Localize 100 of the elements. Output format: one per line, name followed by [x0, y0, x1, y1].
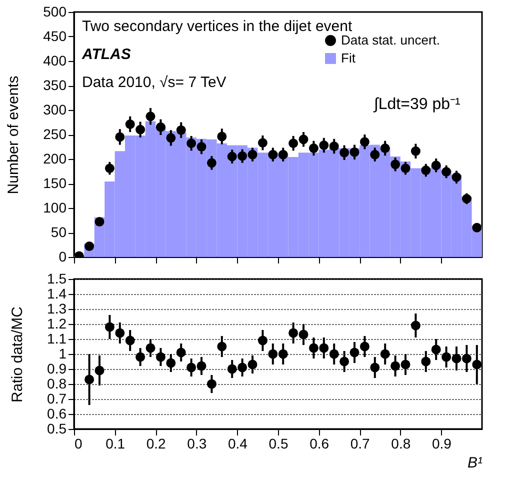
point	[166, 133, 176, 143]
point	[360, 137, 370, 147]
point	[268, 349, 278, 359]
point	[268, 150, 278, 160]
y-tick-label: 1	[58, 346, 67, 362]
point	[329, 142, 339, 151]
point	[370, 150, 380, 160]
point	[319, 140, 329, 150]
y-axis-title: Number of events	[5, 76, 22, 194]
point	[370, 362, 380, 372]
point	[410, 320, 420, 330]
x-tick-label: 0.8	[391, 436, 411, 452]
y-tick-label: 450	[43, 28, 67, 44]
point	[350, 348, 360, 358]
point	[115, 132, 125, 142]
point	[156, 122, 166, 132]
x-tick-label: 0	[74, 436, 82, 452]
y-axis-title: Ratio data/MC	[9, 306, 26, 402]
annotation: Data 2010, √s= 7 TeV	[82, 74, 226, 91]
point	[248, 360, 258, 370]
point	[380, 349, 390, 359]
point	[431, 160, 441, 170]
point	[166, 358, 176, 368]
point	[217, 132, 227, 142]
point	[298, 134, 308, 144]
y-tick-label: 0.7	[47, 390, 67, 406]
point	[94, 216, 104, 226]
point	[146, 112, 156, 122]
y-tick-label: 350	[43, 77, 67, 93]
y-tick-label: 500	[43, 4, 67, 20]
x-tick-label: 0.3	[187, 436, 207, 452]
x-tick-label: 0.6	[310, 436, 330, 452]
annotation: Two secondary vertices in the dijet event	[82, 18, 353, 35]
point	[196, 142, 206, 152]
point	[462, 354, 472, 364]
point	[390, 160, 400, 170]
point	[452, 172, 462, 182]
y-tick-label: 100	[43, 200, 67, 216]
point	[206, 158, 216, 168]
x-tick-label: 0.4	[228, 436, 248, 452]
y-tick-label: 250	[43, 126, 67, 142]
point	[146, 343, 156, 353]
point	[104, 164, 114, 174]
point	[350, 147, 360, 157]
point	[94, 366, 104, 376]
point	[156, 352, 166, 362]
point	[136, 352, 146, 362]
point	[115, 328, 125, 338]
point	[340, 148, 350, 158]
point	[400, 360, 410, 370]
annotation: ATLAS	[81, 46, 131, 63]
point	[298, 330, 308, 340]
x-axis-title: B¹	[468, 454, 483, 472]
point	[462, 194, 472, 204]
point	[248, 150, 258, 160]
point	[360, 342, 370, 352]
point	[472, 360, 482, 370]
point	[227, 364, 237, 374]
y-tick-label: 0.9	[47, 360, 67, 376]
point	[410, 146, 420, 156]
point	[258, 138, 268, 148]
point	[452, 354, 462, 364]
point	[278, 150, 288, 160]
y-tick-label: 300	[43, 102, 67, 118]
point	[288, 328, 298, 338]
y-tick-label: 400	[43, 52, 67, 68]
point	[84, 374, 94, 384]
point	[319, 343, 329, 353]
point	[227, 152, 237, 162]
point	[442, 167, 452, 176]
point	[390, 361, 400, 371]
point	[176, 348, 186, 358]
y-tick-label: 0	[58, 248, 67, 264]
point	[217, 342, 227, 352]
point	[238, 151, 248, 161]
x-tick-label: 0.2	[146, 436, 166, 452]
point	[125, 336, 135, 346]
x-tick-label: 0.5	[268, 436, 288, 452]
x-tick-label: 0.9	[432, 436, 452, 452]
point	[308, 343, 318, 353]
point	[258, 336, 268, 346]
point	[176, 125, 186, 135]
y-tick-label: 1.5	[47, 270, 67, 286]
point	[125, 119, 135, 129]
point	[400, 164, 410, 174]
legend-label: Data stat. uncert.	[341, 32, 440, 48]
x-tick-label: 0.1	[106, 436, 126, 452]
point	[186, 362, 196, 372]
point	[136, 124, 146, 134]
point	[186, 138, 196, 148]
point	[288, 138, 298, 148]
point	[442, 352, 452, 362]
y-tick-label: 1.2	[47, 316, 67, 332]
point	[238, 362, 248, 372]
x-tick-label: 0.7	[350, 436, 370, 452]
point	[196, 361, 206, 371]
y-tick-label: 0.8	[47, 376, 67, 392]
y-tick-label: 0.5	[47, 420, 67, 436]
point	[329, 349, 339, 359]
point	[340, 356, 350, 366]
